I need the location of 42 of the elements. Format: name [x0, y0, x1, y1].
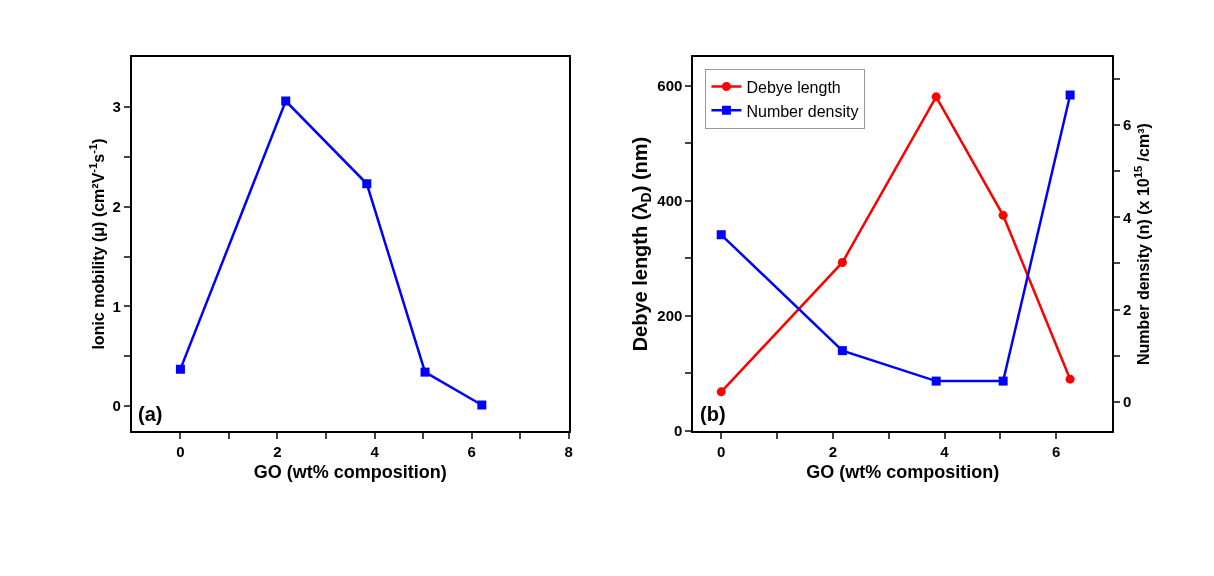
point [998, 210, 1008, 220]
legend-label: Debye length [746, 78, 841, 96]
point [420, 367, 430, 377]
point [716, 387, 726, 397]
y-tick-label: 200 [657, 307, 683, 325]
x-tick-label: 2 [828, 442, 838, 460]
point [931, 376, 941, 386]
y2-tick-label: 6 [1122, 116, 1132, 134]
x-tick-label: 0 [176, 442, 185, 460]
point [837, 346, 847, 356]
y-tick-label: 0 [112, 397, 121, 415]
x-tick-label: 4 [370, 442, 380, 460]
y2-tick-label: 0 [1122, 393, 1132, 411]
x-tick-label: 8 [564, 442, 573, 460]
annotation: (b) [700, 403, 726, 425]
point [931, 92, 941, 102]
point [175, 364, 185, 374]
y-tick-label: 600 [657, 77, 683, 95]
point [1065, 374, 1075, 384]
point [1065, 90, 1075, 100]
x-tick-label: 4 [940, 442, 950, 460]
point [477, 400, 487, 410]
point [716, 230, 726, 240]
x-tick-label: 6 [467, 442, 476, 460]
x-axis-title: GO (wt% composition) [806, 461, 1000, 482]
y2-tick-label: 4 [1122, 208, 1132, 226]
legend-label: Number density [746, 102, 859, 120]
x-tick-label: 0 [717, 442, 726, 460]
x-axis-title: GO (wt% composition) [253, 461, 447, 482]
y-tick-label: 0 [673, 422, 683, 440]
y-tick-label: 400 [657, 192, 683, 210]
y-tick-label: 3 [112, 98, 121, 116]
point [362, 179, 372, 189]
point [837, 257, 847, 267]
point [281, 96, 291, 106]
y2-tick-label: 2 [1122, 300, 1132, 318]
y-tick-label: 1 [112, 297, 121, 315]
x-tick-label: 6 [1052, 442, 1061, 460]
annotation: (a) [138, 403, 163, 425]
y-tick-label: 2 [112, 197, 121, 215]
point [998, 376, 1008, 386]
x-tick-label: 2 [273, 442, 282, 460]
